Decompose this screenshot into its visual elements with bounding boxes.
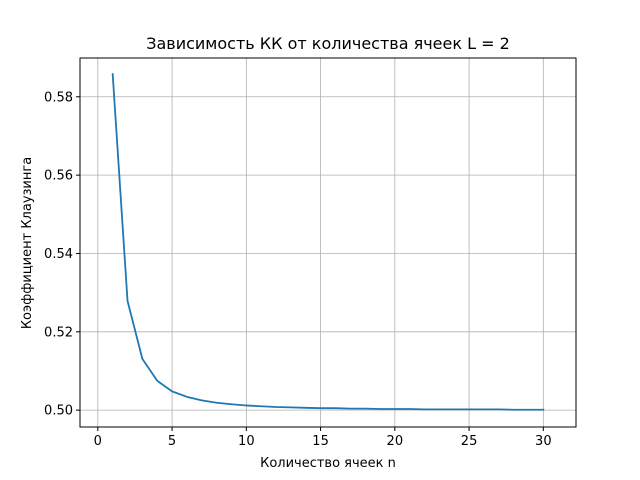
plot-frame: [79, 57, 577, 428]
x-tick-label: 5: [168, 434, 176, 449]
x-tick-label: 15: [312, 434, 329, 449]
x-tick-label: 10: [238, 434, 255, 449]
y-tick-label: 0.54: [44, 247, 73, 262]
x-tick-label: 25: [461, 434, 478, 449]
x-axis-label: Количество ячеек n: [260, 456, 396, 471]
grid-lines: [80, 58, 576, 427]
y-tick-label: 0.58: [44, 90, 73, 105]
series-line: [111, 73, 545, 411]
chart-title: Зависимость КК от количества ячеек L = 2: [146, 34, 510, 53]
y-tick-label: 0.52: [44, 325, 73, 340]
x-axis: 0 5 10 15 20 25 30: [94, 427, 552, 449]
y-tick-label: 0.50: [44, 404, 73, 419]
y-axis: 0.50 0.52 0.54 0.56 0.58: [44, 90, 80, 419]
y-axis-label: Коэффициент Клаузинга: [20, 157, 35, 329]
y-tick-label: 0.56: [44, 169, 73, 184]
x-tick-label: 0: [94, 434, 102, 449]
series-group: [111, 73, 545, 411]
x-tick-label: 30: [535, 434, 552, 449]
plot-area: [80, 58, 576, 427]
x-tick-label: 20: [387, 434, 404, 449]
